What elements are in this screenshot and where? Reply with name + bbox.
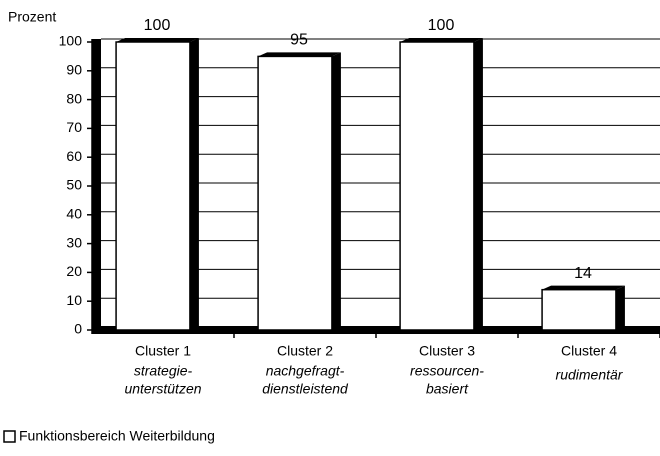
bar-top <box>116 38 199 42</box>
category-description: nachgefragt- <box>266 363 345 379</box>
category-description: basiert <box>426 381 469 397</box>
bar-side <box>189 38 199 334</box>
category-description: ressourcen- <box>410 363 484 379</box>
category-description: dienstleistend <box>262 381 349 397</box>
value-label: 95 <box>290 32 308 49</box>
bar <box>541 288 617 331</box>
bar-side <box>473 38 483 334</box>
legend-swatch <box>3 430 16 443</box>
y-tick-label: 100 <box>59 33 83 49</box>
legend-label: Funktionsbereich Weiterbildung <box>19 428 215 444</box>
x-tick-label: Cluster 2 <box>277 343 333 359</box>
y-tick-label: 60 <box>66 148 82 164</box>
bar-top <box>542 285 625 290</box>
y-tick-label: 10 <box>66 292 82 308</box>
y-axis-label: Prozent <box>8 9 56 25</box>
x-tick-label: Cluster 3 <box>419 343 475 359</box>
x-tick-label: Cluster 4 <box>561 343 617 359</box>
bar-side <box>615 285 625 334</box>
y-tick-label: 40 <box>66 206 82 222</box>
value-label: 14 <box>574 265 592 282</box>
bar <box>399 41 475 331</box>
value-label: 100 <box>144 17 171 34</box>
value-label: 100 <box>428 17 455 34</box>
back-wall-left <box>92 39 101 330</box>
category-description: strategie- <box>134 363 193 379</box>
y-tick-label: 80 <box>66 90 82 106</box>
y-tick-label: 90 <box>66 62 82 78</box>
bar <box>257 55 333 331</box>
category-description: rudimentär <box>556 367 624 383</box>
bar <box>115 41 191 331</box>
y-tick-label: 0 <box>74 321 82 337</box>
y-tick-label: 20 <box>66 263 82 279</box>
y-tick-label: 70 <box>66 119 82 135</box>
bar-top <box>400 38 483 42</box>
bar-side <box>331 52 341 335</box>
bar-top <box>258 52 341 57</box>
y-tick-label: 50 <box>66 177 82 193</box>
x-tick-label: Cluster 1 <box>135 343 191 359</box>
y-tick-label: 30 <box>66 234 82 250</box>
category-description: unterstützen <box>124 381 201 397</box>
